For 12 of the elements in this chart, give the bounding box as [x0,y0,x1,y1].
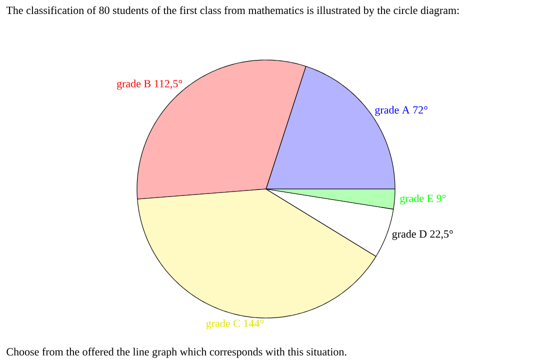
slice-label: grade E [400,194,434,204]
data-label: 72° [413,106,428,114]
data-label: 22,5° [430,230,453,240]
slice-label: grade D [392,230,427,240]
slice-label: grade B [117,80,151,90]
text: Choose from the offered the line graph which corresponds with this situation. [6,348,346,358]
data-label: 144° [244,320,264,328]
data-label: 9° [436,194,446,202]
slice-label: grade A [375,106,410,116]
chart-title: The classification of 80 students of the first class from mathematics is illustrated by the circle diagram: [6,6,459,16]
data-label: 112,5° [154,80,182,89]
slice-label: grade C [206,319,240,330]
